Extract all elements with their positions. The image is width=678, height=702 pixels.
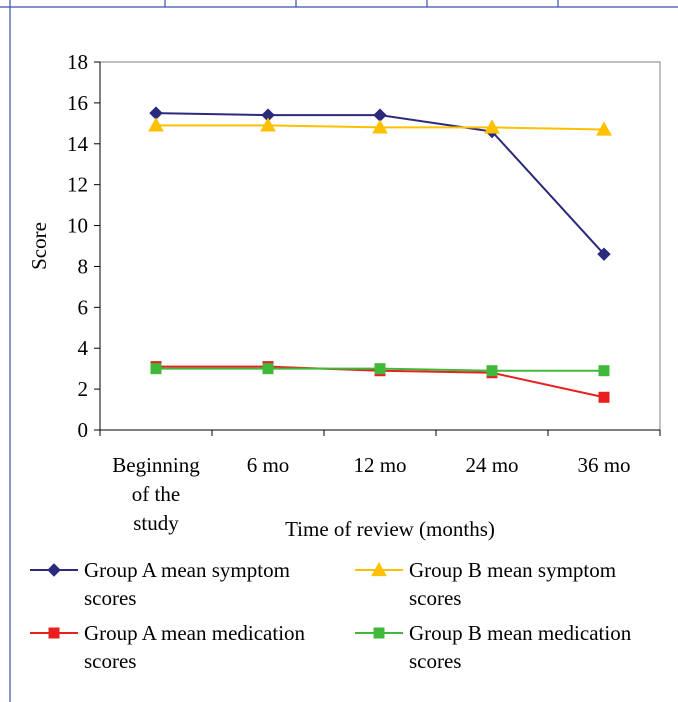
data-point bbox=[373, 108, 387, 122]
x-tick-label: 36 mo bbox=[577, 453, 630, 477]
data-point bbox=[598, 365, 610, 377]
legend-swatch-marker bbox=[371, 561, 387, 577]
data-point bbox=[148, 117, 164, 132]
y-tick-label: 0 bbox=[78, 418, 89, 442]
x-axis-title: Time of review (months) bbox=[285, 517, 495, 541]
data-point bbox=[372, 119, 388, 134]
x-tick-label: 12 mo bbox=[353, 453, 406, 477]
legend-label: scores bbox=[84, 649, 136, 673]
x-tick-label: study bbox=[133, 511, 179, 535]
data-point bbox=[597, 247, 611, 261]
y-tick-label: 6 bbox=[78, 295, 89, 319]
data-point bbox=[598, 391, 610, 403]
legend-label: Group B mean symptom bbox=[409, 558, 616, 582]
legend-swatch-marker bbox=[48, 627, 60, 639]
legend-item-1: Group A mean symptom scores bbox=[30, 558, 290, 610]
legend-label: Group A mean symptom bbox=[84, 558, 290, 582]
series-2 bbox=[148, 117, 612, 136]
legend-label: Group B mean medication bbox=[409, 621, 632, 645]
legend-item-2: Group B mean symptom scores bbox=[355, 558, 616, 610]
legend-swatch-marker bbox=[373, 627, 385, 639]
series-line bbox=[155, 112, 605, 255]
data-point bbox=[149, 106, 163, 120]
data-point bbox=[260, 117, 276, 132]
y-tick-label: 18 bbox=[67, 50, 88, 74]
legend-label: Group A mean medication bbox=[84, 621, 306, 645]
series-1 bbox=[149, 106, 611, 261]
data-point bbox=[596, 121, 612, 136]
y-tick-label: 14 bbox=[67, 132, 89, 156]
chart-axes: 0 2 4 6 8 10 12 14 16 18 Beginning of the study 6 mo 1… bbox=[27, 50, 661, 541]
data-point bbox=[374, 363, 386, 375]
legend-item-4: Group B mean medication scores bbox=[355, 621, 632, 673]
legend-swatch-marker bbox=[47, 563, 61, 577]
y-tick-label: 12 bbox=[67, 173, 88, 197]
legend-label: scores bbox=[409, 649, 461, 673]
data-point bbox=[150, 363, 162, 375]
y-tick-label: 4 bbox=[78, 336, 89, 360]
data-point bbox=[262, 363, 274, 375]
data-point bbox=[484, 119, 500, 134]
legend-label: scores bbox=[84, 586, 136, 610]
x-tick-label: 24 mo bbox=[465, 453, 518, 477]
y-tick-label: 10 bbox=[67, 214, 88, 238]
x-tick-label: of the bbox=[132, 482, 180, 506]
y-tick-label: 8 bbox=[78, 254, 89, 278]
x-tick-label: Beginning bbox=[112, 453, 200, 477]
y-axis-title: Score bbox=[27, 222, 51, 270]
data-point bbox=[486, 365, 498, 377]
x-tick-label: 6 mo bbox=[247, 453, 290, 477]
y-tick-label: 2 bbox=[78, 377, 89, 401]
series-4 bbox=[150, 363, 610, 377]
legend-item-3: Group A mean medication scores bbox=[30, 621, 306, 673]
y-tick-label: 16 bbox=[67, 91, 88, 115]
legend-label: scores bbox=[409, 586, 461, 610]
chart-series bbox=[148, 106, 612, 403]
